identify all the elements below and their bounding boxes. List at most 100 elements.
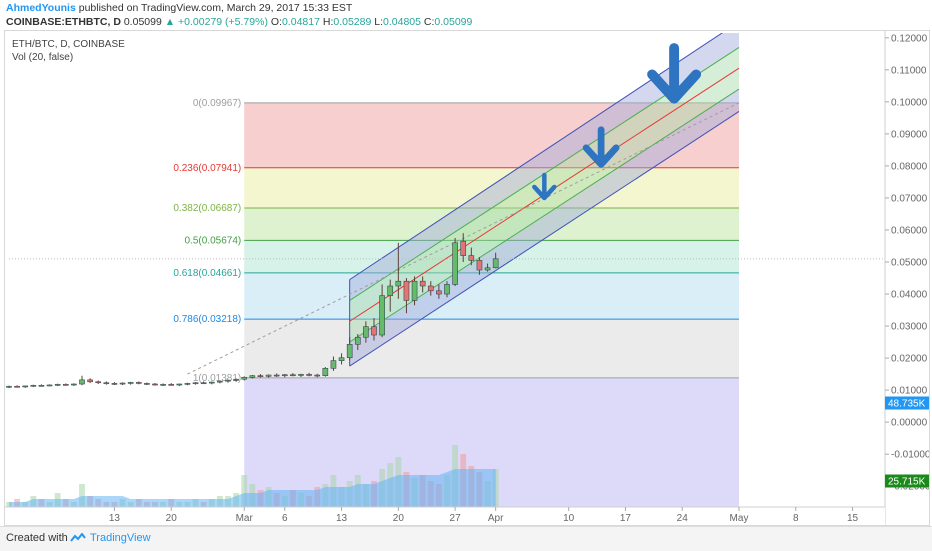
candle-body [127, 382, 134, 384]
tradingview-cloud-icon [70, 533, 86, 542]
volume-ma-area [9, 469, 496, 511]
open-label: O: [270, 16, 282, 28]
candle-body [103, 382, 110, 385]
ohlc-line: COINBASE:ETHBTC, D 0.05099 ▲ +0.00279 (+… [6, 16, 472, 28]
tradingview-brand: TradingView [90, 532, 151, 544]
price-tick-label: 0.00000 [891, 418, 928, 429]
candle-body [411, 280, 418, 301]
candle-body [111, 383, 118, 385]
candle-body [322, 368, 329, 376]
time-tick-label: 6 [282, 513, 288, 524]
candle-body [160, 384, 166, 386]
candle-body [38, 384, 45, 387]
candle-body [200, 382, 207, 385]
price-chart[interactable]: 0(0.09967) 0.236(0.07941) 0.382(0.06687) 0.… [5, 31, 929, 525]
legend-title: ETH/BTC, D, COINBASE [12, 39, 125, 50]
candle-body [233, 378, 239, 381]
created-with-text: Created with [6, 532, 68, 544]
price-tick-label: 0.11000 [891, 65, 927, 76]
fib-label-5: 0.786(0.03218) [173, 314, 241, 325]
candle-body [290, 374, 296, 377]
last-price: 0.05099 [123, 16, 162, 28]
down-arrow-icon [532, 172, 557, 201]
candle-body [30, 384, 37, 387]
price-axis-bg [885, 31, 929, 525]
price-tick-label: 0.10000 [891, 97, 928, 108]
fib-label-6: 1(0.01381) [193, 373, 241, 384]
candle-body [298, 374, 304, 376]
candle-body [241, 376, 248, 380]
time-tick-label: 13 [336, 513, 348, 524]
candle-body [371, 326, 377, 336]
fib-zone-4 [244, 272, 739, 320]
candle-body [46, 384, 53, 387]
time-axis-bg [5, 507, 885, 525]
candle-body [476, 260, 483, 271]
author-link[interactable]: AhmedYounis [6, 2, 76, 14]
candle-body [6, 385, 12, 388]
candle-body [444, 284, 450, 295]
candle-body [419, 280, 426, 287]
fib-label-1: 0.236(0.07941) [173, 163, 241, 174]
fib-zone-3 [244, 240, 739, 273]
price-tick-label: 0.06000 [891, 225, 928, 236]
time-tick-label: Apr [488, 513, 504, 524]
candle-body [176, 383, 183, 386]
low-label: L: [374, 16, 384, 28]
candle-body [265, 374, 272, 377]
chart-container[interactable]: 0(0.09967) 0.236(0.07941) 0.382(0.06687) 0.… [4, 30, 930, 526]
price-tick-label: 0.01000 [891, 386, 928, 397]
candle-body [135, 382, 142, 384]
time-tick-label: May [730, 513, 749, 524]
candle-body [387, 285, 394, 296]
candle-body [346, 344, 353, 359]
time-tick-label: 13 [109, 513, 121, 524]
volume-tag-0: 48.735K [885, 396, 929, 410]
candle-body [192, 382, 199, 385]
publish-line: AhmedYounis published on TradingView.com… [6, 2, 352, 14]
candle-body [492, 258, 499, 269]
candle-body [484, 267, 491, 271]
candle-body [71, 383, 77, 386]
price-tick-label: 0.07000 [891, 193, 928, 204]
price-tick-label: 0.03000 [891, 322, 928, 333]
candle-body [217, 380, 223, 383]
down-arrow-icon [647, 43, 702, 104]
candle-body [184, 383, 191, 385]
candle-body [273, 374, 280, 377]
candle-body [14, 385, 20, 388]
arrow-head [582, 144, 620, 168]
time-tick-label: 27 [450, 513, 462, 524]
volume-tag-bg [885, 396, 929, 410]
price-change: ▲ +0.00279 (+5.79%) [164, 16, 268, 28]
candle-body [79, 379, 85, 385]
candle-body [436, 290, 442, 295]
candle-body [257, 375, 264, 377]
volume-tag-1: 25.715K [885, 474, 929, 488]
fib-zone-5 [244, 319, 739, 378]
candle-body [363, 326, 369, 338]
open-value: 0.04817 [281, 16, 320, 28]
fib-zone-0 [244, 102, 739, 168]
footer-bar: Created with TradingView [0, 526, 932, 551]
price-tick-label: 0.02000 [891, 354, 928, 365]
price-tick-label: -0.01000 [891, 450, 929, 461]
time-tick-label: 8 [793, 513, 799, 524]
time-tick-label: 10 [563, 513, 575, 524]
time-tick-label: 24 [677, 513, 689, 524]
candle-body [330, 360, 337, 369]
candle-body [314, 374, 321, 377]
candle-body [338, 357, 345, 361]
candle-body [54, 384, 61, 386]
legend-volume[interactable]: Vol (20, false) [12, 52, 74, 63]
tradingview-logo[interactable]: TradingView [70, 532, 151, 544]
fib-zone-1 [244, 167, 739, 208]
time-tick-label: Mar [236, 513, 254, 524]
candle-body [452, 242, 458, 285]
time-tick-label: 17 [620, 513, 632, 524]
channel-band-2 [349, 68, 739, 343]
time-tick-label: 20 [393, 513, 405, 524]
candle-body [225, 379, 231, 382]
candle-body [427, 285, 434, 292]
time-tick-label: 15 [847, 513, 859, 524]
